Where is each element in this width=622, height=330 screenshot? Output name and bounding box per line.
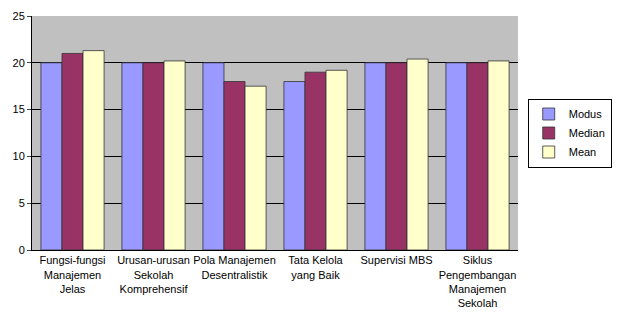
svg-text:25: 25 <box>13 10 25 22</box>
svg-text:Fungsi-fungsiManajemenJelas: Fungsi-fungsiManajemenJelas <box>39 254 105 295</box>
svg-text:Modus: Modus <box>569 108 603 120</box>
svg-text:Tata Kelolayang Baik: Tata Kelolayang Baik <box>288 254 343 280</box>
svg-text:Supervisi MBS: Supervisi MBS <box>360 254 432 266</box>
svg-text:Mean: Mean <box>569 146 597 158</box>
svg-text:Pola ManajemenDesentralistik: Pola ManajemenDesentralistik <box>193 254 276 280</box>
svg-text:SiklusPengembanganManajemenSek: SiklusPengembanganManajemenSekolah <box>439 254 517 309</box>
svg-text:20: 20 <box>13 57 25 69</box>
svg-text:0: 0 <box>19 244 25 256</box>
svg-text:Urusan-urusanSekolahKomprehens: Urusan-urusanSekolahKomprehensif <box>117 254 190 295</box>
svg-text:10: 10 <box>13 150 25 162</box>
svg-text:Median: Median <box>569 127 605 139</box>
svg-text:5: 5 <box>19 197 25 209</box>
svg-text:15: 15 <box>13 103 25 115</box>
